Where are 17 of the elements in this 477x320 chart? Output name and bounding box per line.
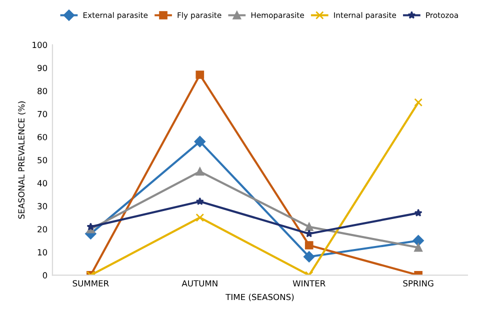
- y-tick-label: 10: [38, 249, 48, 256]
- x-tick-label: AUTUMN: [182, 280, 218, 287]
- y-tick-label: 0: [42, 272, 48, 278]
- y-tick-label: 50: [38, 156, 48, 164]
- x-tick-label: SPRING: [403, 280, 434, 287]
- y-tick-label: 30: [38, 203, 48, 210]
- y-tick-label: 40: [37, 180, 48, 186]
- y-tick-label: 100: [32, 42, 48, 48]
- x-tick-label: SUMMER: [72, 280, 109, 287]
- y-axis-title: SEASONAL PREVALENCE (%): [18, 101, 26, 219]
- x-axis-title: TIME (SEASONS): [226, 294, 294, 302]
- y-tick-label: 80: [38, 88, 48, 94]
- y-tick-label: 90: [38, 64, 48, 72]
- x-tick-label: WINTER: [292, 280, 326, 286]
- y-tick-label: 70: [38, 110, 48, 118]
- y-tick-label: 60: [38, 134, 48, 140]
- y-tick-label: 20: [38, 226, 48, 232]
